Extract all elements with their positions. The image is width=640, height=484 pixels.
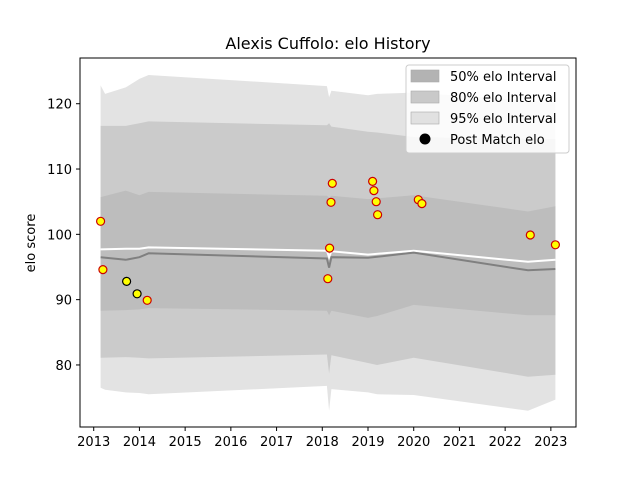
x-tick-label-2014: 2014 — [123, 435, 156, 450]
post-match-point-15 — [417, 199, 427, 209]
x-tick-label-2020: 2020 — [397, 435, 430, 450]
post-match-point-11 — [369, 186, 379, 196]
x-tick-label-2018: 2018 — [306, 435, 339, 450]
post-match-point-12 — [371, 197, 381, 207]
post-match-point-7 — [325, 243, 335, 253]
x-tick-label-2022: 2022 — [489, 435, 522, 450]
x-tick-label-2017: 2017 — [260, 435, 293, 450]
x-tick-label-2023: 2023 — [534, 435, 567, 450]
post-match-point-4 — [132, 289, 142, 299]
post-match-point-13 — [373, 210, 383, 220]
x-tick-label-2015: 2015 — [169, 435, 202, 450]
legend-label-95-elo-interval: 95% elo Interval — [450, 112, 557, 127]
legend-label-post-match-elo: Post Match elo — [450, 133, 545, 148]
legend-swatch-95-elo-interval — [410, 111, 440, 125]
y-tick-label-80: 80 — [55, 359, 72, 374]
legend-marker-post-match-elo — [419, 133, 431, 145]
x-tick-label-2021: 2021 — [443, 435, 476, 450]
post-match-point-9 — [327, 178, 337, 188]
legend-swatch-80-elo-interval — [410, 90, 440, 104]
post-match-point-10 — [368, 176, 378, 186]
line-median — [100, 246, 556, 263]
post-match-point-6 — [323, 274, 333, 284]
y-axis-label: elo score — [24, 214, 39, 273]
legend: 50% elo Interval 80% elo Interval 95% elo … — [405, 64, 570, 154]
y-tick-label-100: 100 — [47, 228, 72, 243]
legend-swatch-50-elo-interval — [410, 69, 440, 83]
y-tick-label-120: 120 — [47, 98, 72, 113]
post-match-point-5 — [142, 295, 152, 305]
post-match-point-1 — [95, 216, 106, 226]
post-match-point-2 — [98, 265, 108, 275]
x-tick-label-2019: 2019 — [351, 435, 384, 450]
post-match-point-17 — [550, 240, 561, 250]
legend-box — [405, 64, 570, 154]
post-match-point-16 — [525, 230, 535, 240]
y-tick-label-110: 110 — [47, 163, 72, 178]
plot-area — [95, 75, 561, 411]
x-tick-label-2016: 2016 — [214, 435, 247, 450]
axes: 2013 2014 2015 2016 2017 2018 2019 2020 2021 2022… — [47, 57, 577, 450]
line-mean — [100, 251, 556, 272]
axes-frame — [79, 57, 577, 428]
legend-label-50-elo-interval: 50% elo Interval — [450, 70, 557, 85]
post-match-point-8 — [326, 197, 336, 207]
chart-title: Alexis Cuffolo: elo History — [225, 34, 430, 53]
post-match-point-3 — [121, 276, 132, 286]
y-tick-label-90: 90 — [55, 294, 72, 309]
legend-label-80-elo-interval: 80% elo Interval — [450, 91, 557, 106]
x-tick-label-2013: 2013 — [77, 435, 110, 450]
plot-content — [95, 75, 561, 411]
